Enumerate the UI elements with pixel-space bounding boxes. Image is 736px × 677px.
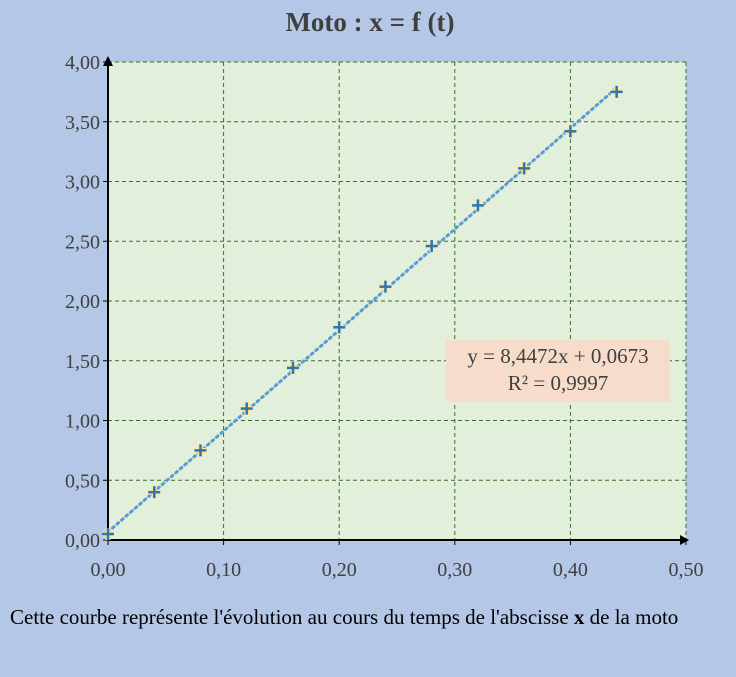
y-tick-label: 1,00 — [65, 411, 100, 433]
data-point — [471, 199, 484, 212]
x-tick-label: 0,50 — [669, 559, 704, 581]
y-tick-label: 3,50 — [65, 112, 100, 134]
data-point — [102, 528, 114, 541]
data-point — [379, 280, 392, 293]
x-tick-label: 0,30 — [437, 559, 472, 581]
data-point — [518, 162, 531, 175]
chart-caption: Cette courbe représente l'évolution au c… — [10, 603, 730, 632]
data-point — [425, 240, 438, 253]
data-point — [148, 486, 161, 499]
y-tick-label: 0,00 — [65, 530, 100, 552]
x-axis-arrow — [680, 535, 689, 545]
trendline — [106, 86, 619, 534]
data-point — [564, 125, 577, 138]
trendline-label-box — [446, 340, 670, 402]
y-tick-label: 2,00 — [65, 291, 100, 313]
trendline-equation: y = 8,4472x + 0,0673 — [467, 344, 648, 368]
y-tick-label: 2,50 — [65, 231, 100, 253]
caption-text-before: Cette courbe représente l'évolution au c… — [10, 605, 574, 629]
x-tick-label: 0,20 — [322, 559, 357, 581]
trendline-label: y = 8,4472x + 0,0673 R² = 0,9997 — [446, 340, 670, 402]
data-point — [286, 361, 299, 374]
x-tick-label: 0,00 — [91, 559, 126, 581]
x-tick-label: 0,40 — [553, 559, 588, 581]
caption-text-after: de la moto — [584, 605, 679, 629]
trendline-r2: R² = 0,9997 — [508, 371, 608, 395]
y-tick-label: 4,00 — [65, 52, 100, 74]
y-axis-arrow — [103, 56, 113, 66]
chart-title: Moto : x = f (t) — [285, 7, 454, 37]
data-point — [240, 402, 253, 415]
data-point — [333, 321, 346, 334]
caption-bold-x: x — [573, 605, 585, 629]
data-point — [610, 85, 623, 98]
y-tick-label: 3,00 — [65, 172, 100, 194]
data-point — [194, 444, 207, 457]
y-tick-label: 1,50 — [65, 351, 100, 373]
x-tick-label: 0,10 — [206, 559, 241, 581]
y-tick-label: 0,50 — [65, 470, 100, 492]
chart-canvas: Moto : x = f (t) 0,00 0,10 0,20 0,30 0,40 0,5… — [65, 7, 704, 581]
